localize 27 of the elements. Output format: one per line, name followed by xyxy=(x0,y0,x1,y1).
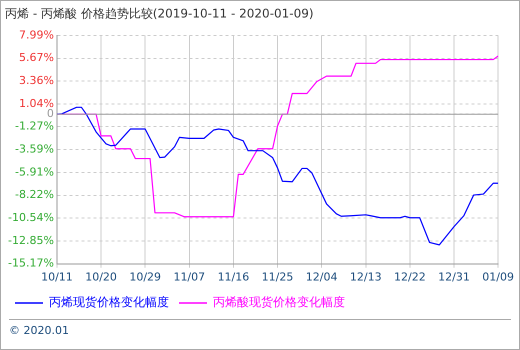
y-tick-label: -1.27% xyxy=(14,120,54,133)
x-tick-label: 11/07 xyxy=(173,270,206,284)
y-tick-label: 1.04% xyxy=(18,96,54,110)
y-tick-label: -15.17% xyxy=(8,256,54,270)
y-tick-label: -3.59% xyxy=(14,142,54,156)
x-tick-label: 12/04 xyxy=(306,270,338,284)
x-tick-label: 12/13 xyxy=(350,270,382,284)
chart-title: 丙烯 - 丙烯酸 价格趋势比较(2019-10-11 - 2020-01-09) xyxy=(5,6,314,20)
x-tick-label: 10/29 xyxy=(129,270,162,284)
legend-label: 丙烯酸现货价格变化幅度 xyxy=(213,295,345,310)
legend-label: 丙烯现货价格变化幅度 xyxy=(49,295,169,310)
x-tick-label: 10/11 xyxy=(41,270,73,284)
y-tick-label: 7.99% xyxy=(18,28,54,42)
y-tick-label: 3.36% xyxy=(18,74,54,87)
x-tick-label: 10/20 xyxy=(85,270,117,284)
y-tick-label: 5.67% xyxy=(18,51,54,64)
y-tick-label: -12.85% xyxy=(8,234,54,247)
y-tick-label: -10.54% xyxy=(8,211,54,224)
text: © 2020.01 xyxy=(9,324,69,337)
x-tick-label: 11/16 xyxy=(218,270,250,284)
x-tick-label: 01/09 xyxy=(482,270,514,284)
x-tick-label: 11/25 xyxy=(262,270,294,284)
y-tick-label: 0 xyxy=(46,107,54,120)
y-tick-label: -5.91% xyxy=(14,165,54,178)
x-tick-label: 12/22 xyxy=(394,270,426,284)
x-tick-label: 12/31 xyxy=(438,270,470,284)
y-tick-label: -8.22% xyxy=(14,188,54,202)
